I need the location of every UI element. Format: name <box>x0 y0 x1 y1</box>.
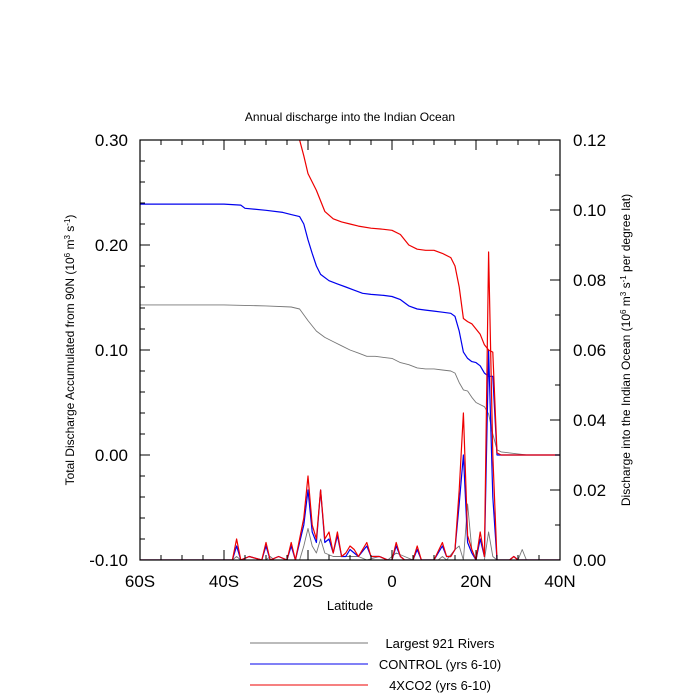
y-left-tick-label: -0.10 <box>89 551 128 570</box>
label-text: s <box>619 282 633 291</box>
legend-label: Largest 921 Rivers <box>385 636 495 651</box>
y-left-tick-label: 0.30 <box>95 131 128 150</box>
y-right-tick-label: 0.10 <box>573 201 606 220</box>
label-text: m <box>63 240 77 253</box>
label-superscript: 3 <box>63 235 72 240</box>
series-per-degree-largest-921-rivers <box>140 503 560 560</box>
x-axis-label: Latitude <box>327 598 373 613</box>
x-tick-label: 40N <box>544 572 575 591</box>
label-superscript: 3 <box>619 291 628 296</box>
label-text: ) <box>63 215 77 219</box>
y-left-tick-label: 0.10 <box>95 341 128 360</box>
label-superscript: -1 <box>63 218 72 226</box>
legend-label: 4XCO2 (yrs 6-10) <box>389 678 491 693</box>
y-left-tick-label: 0.20 <box>95 236 128 255</box>
chart-title: Annual discharge into the Indian Ocean <box>245 110 455 124</box>
label-superscript: 6 <box>619 309 628 314</box>
series-per-degree-4xco2-yrs-6-10 <box>140 251 560 560</box>
x-tick-label: 20S <box>293 572 323 591</box>
y-right-tick-label: 0.04 <box>573 411 606 430</box>
y-right-tick-label: 0.02 <box>573 481 606 500</box>
x-tick-label: 60S <box>125 572 155 591</box>
label-text: Total Discharge Accumulated from 90N (10 <box>63 257 77 485</box>
series-accumulated-4xco2-yrs-6-10 <box>299 140 560 456</box>
y-right-tick-label: 0.12 <box>573 131 606 150</box>
label-superscript: -1 <box>619 275 628 283</box>
label-text: Discharge into the Indian Ocean (10 <box>619 314 633 506</box>
label-text: m <box>619 296 633 309</box>
y-axis-left-label: Total Discharge Accumulated from 90N (10… <box>63 215 78 486</box>
legend: Largest 921 Rivers CONTROL (yrs 6-10) 4XCO… <box>250 636 501 693</box>
series-layer <box>140 140 560 560</box>
x-tick-label: 20N <box>460 572 491 591</box>
ticks-layer: 60S 40S 20S 0 20N 40N -0.10 0.00 0.10 0.20 0.30 0.0… <box>89 131 606 591</box>
y-axis-right-label: Discharge into the Indian Ocean (106 m3 … <box>619 194 634 506</box>
series-accumulated-control-yrs-6-10 <box>140 203 560 456</box>
x-tick-label: 40S <box>209 572 239 591</box>
y-right-tick-label: 0.06 <box>573 341 606 360</box>
y-right-tick-label: 0.08 <box>573 271 606 290</box>
label-text: per degree lat) <box>619 194 633 275</box>
y-right-tick-label: 0.00 <box>573 551 606 570</box>
series-accumulated-largest-921-rivers <box>140 304 560 456</box>
y-left-tick-label: 0.00 <box>95 446 128 465</box>
legend-label: CONTROL (yrs 6-10) <box>379 657 501 672</box>
label-text: s <box>63 226 77 235</box>
x-tick-label: 0 <box>387 572 396 591</box>
label-superscript: 6 <box>63 252 72 257</box>
